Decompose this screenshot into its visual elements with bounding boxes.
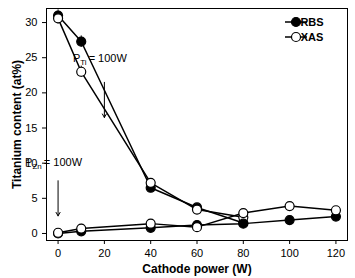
svg-text:5: 5 bbox=[31, 192, 37, 204]
svg-text:80: 80 bbox=[237, 247, 249, 259]
svg-text:15: 15 bbox=[25, 122, 37, 134]
svg-text:XAS: XAS bbox=[301, 31, 324, 43]
svg-text:30: 30 bbox=[25, 16, 37, 28]
svg-text:60: 60 bbox=[191, 247, 203, 259]
svg-text:Titanium content (at%): Titanium content (at%) bbox=[10, 60, 24, 189]
svg-text:20: 20 bbox=[25, 86, 37, 98]
svg-text:120: 120 bbox=[327, 247, 345, 259]
svg-text:PZn= 100W: PZn= 100W bbox=[25, 156, 83, 171]
svg-text:RBS: RBS bbox=[300, 16, 323, 28]
svg-text:25: 25 bbox=[25, 51, 37, 63]
svg-text:40: 40 bbox=[145, 247, 157, 259]
svg-text:0: 0 bbox=[31, 227, 37, 239]
svg-text:100: 100 bbox=[280, 247, 298, 259]
svg-text:20: 20 bbox=[98, 247, 110, 259]
svg-text:Cathode power (W): Cathode power (W) bbox=[142, 262, 251, 276]
svg-text:0: 0 bbox=[55, 247, 61, 259]
svg-text:PTi= 100W: PTi= 100W bbox=[73, 52, 128, 67]
